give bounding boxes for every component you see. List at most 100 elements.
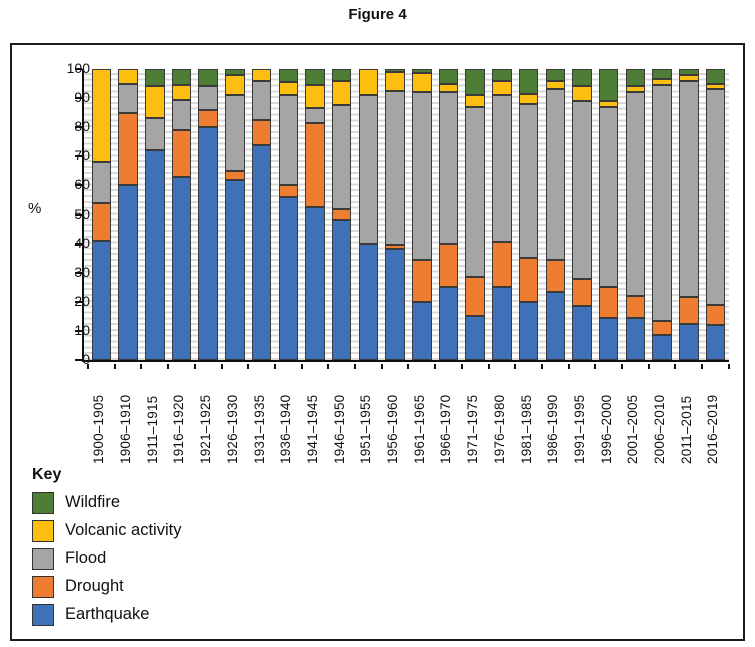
x-axis-tick [300,364,303,369]
bar-1941–1945 [305,69,325,360]
bar-segment-drought [625,296,646,318]
bar-segment-flood [118,83,138,113]
bar-segment-earthquake [358,243,379,360]
x-axis-tick [434,364,437,369]
bar-segment-flood [438,92,459,244]
bar-segment-earthquake [385,249,405,360]
x-tick-label: 1916–1920 [171,394,187,464]
x-tick-label: 1976–1980 [491,394,507,464]
bar-2011–2015 [679,69,699,360]
bar-segment-flood [251,80,272,120]
bar-segment-drought [438,243,459,288]
x-tick-label: 1991–1995 [571,394,587,464]
bar-segment-earthquake [465,316,485,360]
bar-segment-volcanic-activity [492,80,512,96]
bar-segment-wildfire [518,69,539,94]
x-tick-label: 2006–2010 [652,394,668,464]
bar-segment-flood [145,118,165,151]
y-axis-tick [75,126,82,129]
bar-segment-drought [705,304,726,326]
bar-segment-wildfire [598,69,619,102]
y-tick-label: 70 [74,147,90,164]
bar-1926–1930 [225,69,245,360]
bar-segment-earthquake [518,301,539,360]
bar-segment-wildfire [331,69,352,81]
bar-segment-wildfire [652,69,672,80]
x-axis-tick [647,364,650,369]
bar-segment-earthquake [305,207,325,360]
bar-segment-wildfire [412,69,432,74]
bar-segment-volcanic-activity [518,93,539,104]
bar-segment-drought [385,245,405,250]
bar-segment-volcanic-activity [572,86,592,102]
bar-segment-volcanic-activity [598,101,619,107]
bar-segment-drought [545,259,565,292]
x-tick-label: 1936–1940 [278,394,294,464]
x-tick-label: 1931–1935 [251,394,267,464]
bar-segment-drought [518,258,539,302]
y-axis-tick [75,359,82,361]
x-tick-label: 1986–1990 [545,394,561,464]
x-axis-tick [354,364,356,369]
y-axis-tick [75,213,82,216]
bar-segment-flood [598,106,619,288]
x-tick-label: 1956–1960 [385,394,401,464]
bar-1916–1920 [171,69,192,360]
legend-entry-flood: Flood [32,547,181,570]
bar-segment-volcanic-activity [385,71,405,91]
bar-segment-drought [225,170,245,180]
x-axis-tick [220,364,223,369]
x-axis-tick [407,364,410,369]
bar-segment-volcanic-activity [225,74,245,96]
legend-swatch [32,575,54,598]
x-tick-label: 2016–2019 [705,394,721,464]
bar-segment-flood [358,95,379,244]
y-axis-tick [75,242,82,245]
bar-1991–1995 [572,69,592,360]
y-axis-label: % [28,200,42,217]
bar-segment-wildfire [572,69,592,87]
bar-segment-volcanic-activity [118,69,138,84]
x-tick-label: 1966–1970 [438,394,454,464]
bar-segment-drought [679,297,699,324]
bar-segment-volcanic-activity [358,69,379,96]
bar-1986–1990 [545,69,565,360]
y-tick-label: 0 [82,351,90,367]
legend-label: Volcanic activity [65,521,182,539]
bar-segment-drought [331,208,352,221]
bar-segment-volcanic-activity [705,83,726,90]
bar-segment-earthquake [652,335,672,360]
bar-segment-volcanic-activity [625,86,646,93]
bar-segment-drought [171,130,192,177]
x-axis-tick [247,364,250,369]
x-tick-label: 1946–1950 [331,394,347,464]
bar-segment-flood [305,108,325,123]
x-tick-label: 1926–1930 [224,394,240,464]
x-axis-tick [327,364,330,369]
bar-segment-flood [679,80,699,298]
bar-segment-volcanic-activity [465,95,485,107]
bar-segment-earthquake [118,185,138,360]
x-tick-label: 1961–1965 [411,394,427,464]
y-tick-label: 90 [74,89,90,106]
bar-segment-earthquake [91,240,112,360]
x-tick-label: 1981–1985 [518,394,534,464]
legend-entries: Wildfire Volcanic activity Flood Drought Ear… [32,491,182,626]
bar-segment-flood [492,95,512,243]
legend-swatch [32,547,54,570]
bar-segment-flood [198,86,218,110]
bar-segment-wildfire [438,69,459,84]
bar-segment-drought [465,277,485,317]
bar-segment-earthquake [492,287,512,360]
legend-entry-wildfire: Wildfire [32,491,181,514]
bar-segment-volcanic-activity [412,73,432,93]
y-axis-tick [75,155,82,158]
bar-segment-wildfire [225,69,245,75]
bar-segment-drought [412,259,432,302]
y-tick-label: 100 [66,60,90,76]
bar-segment-earthquake [198,127,218,360]
legend-entry-earthquake: Earthquake [32,603,181,626]
bar-segment-wildfire [198,69,218,87]
bar-segment-flood [705,89,726,305]
